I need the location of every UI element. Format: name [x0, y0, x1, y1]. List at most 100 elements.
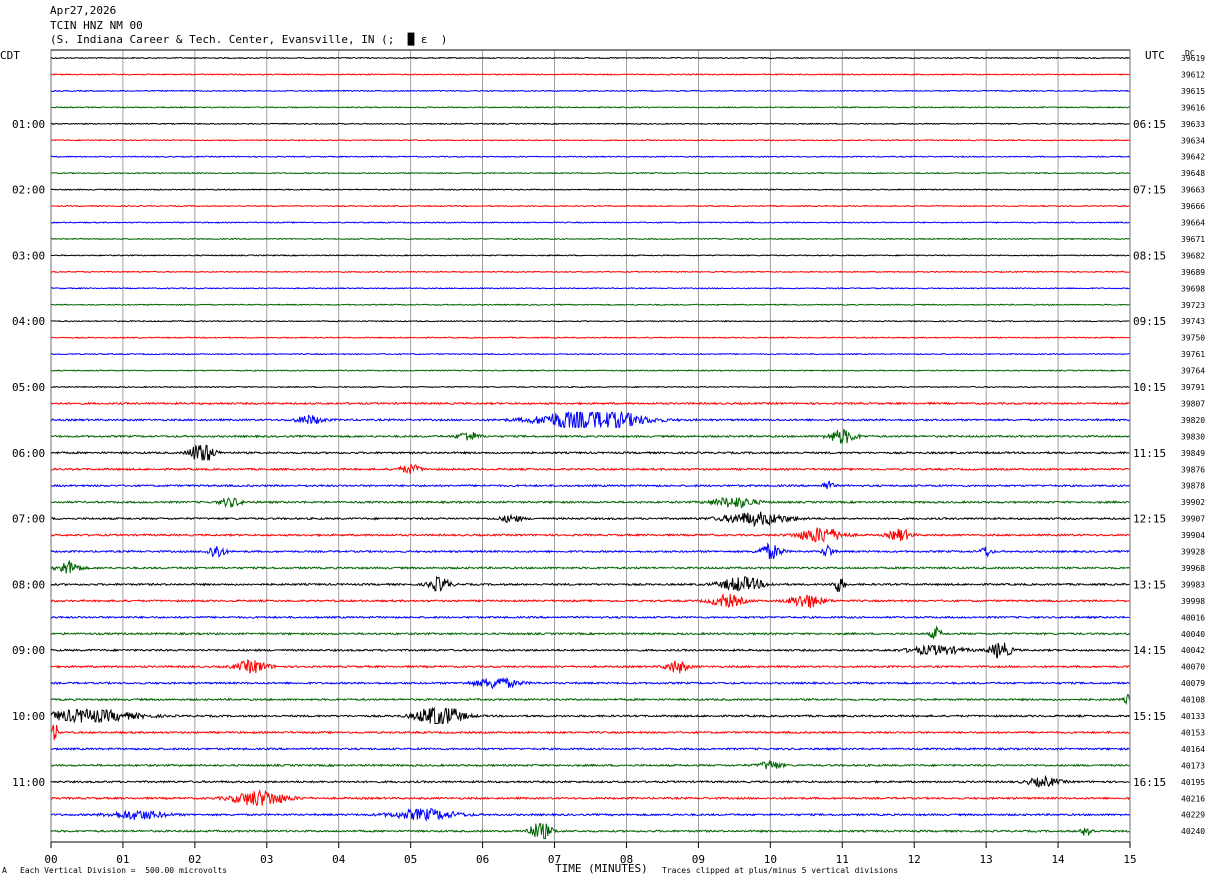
trace-line: [50, 807, 1130, 822]
utc-time-label: 07:15: [1133, 184, 1166, 197]
trace-line: [50, 221, 1130, 224]
dc-value: 39689: [1181, 268, 1205, 277]
trace-line: [50, 724, 1130, 741]
trace-line: [50, 464, 1130, 474]
trace-line: [50, 593, 1130, 609]
trace-line: [50, 746, 1130, 751]
dc-value: 39876: [1181, 465, 1205, 474]
trace-line: [50, 352, 1130, 356]
dc-value: 39807: [1181, 399, 1205, 408]
cdt-time-label: 09:00: [12, 644, 45, 657]
trace-line: [50, 642, 1130, 659]
dc-value: 39791: [1181, 383, 1205, 392]
cdt-time-label: 04:00: [12, 315, 45, 328]
trace-line: [50, 336, 1130, 339]
trace-line: [50, 56, 1130, 60]
trace-line: [50, 270, 1130, 274]
trace-line: [50, 676, 1130, 690]
dc-value: 39682: [1181, 251, 1205, 260]
utc-time-label: 08:15: [1133, 249, 1166, 262]
x-tick-label: 14: [1051, 853, 1065, 866]
trace-line: [50, 138, 1130, 142]
trace-line: [50, 560, 1130, 574]
trace-line: [50, 369, 1130, 372]
cdt-time-label: 03:00: [12, 249, 45, 262]
trace-line: [50, 303, 1130, 307]
utc-time-label: 16:15: [1133, 776, 1166, 789]
utc-time-label: 11:15: [1133, 447, 1166, 460]
dc-value: 39671: [1181, 235, 1205, 244]
trace-line: [50, 286, 1130, 290]
dc-value: 39907: [1181, 515, 1205, 524]
x-tick-label: 08: [620, 853, 633, 866]
trace-line: [50, 625, 1130, 640]
clip-note: Traces clipped at plus/minus 5 vertical …: [662, 866, 899, 875]
dc-value: 40195: [1181, 778, 1205, 787]
dc-value: 39723: [1181, 301, 1205, 310]
utc-time-label: 15:15: [1133, 710, 1166, 723]
dc-value: 39642: [1181, 153, 1205, 162]
x-tick-label: 09: [692, 853, 705, 866]
dc-value: 39830: [1181, 432, 1205, 441]
dc-value: 40133: [1181, 712, 1205, 721]
x-tick-label: 07: [548, 853, 561, 866]
x-tick-label: 06: [476, 853, 489, 866]
x-tick-label: 02: [188, 853, 201, 866]
right-timezone-label: UTC: [1145, 49, 1165, 62]
dc-value: 40070: [1181, 663, 1205, 672]
dc-value: 39634: [1181, 136, 1205, 145]
cdt-time-label: 06:00: [12, 447, 45, 460]
cdt-time-label: 08:00: [12, 578, 45, 591]
dc-value: 39820: [1181, 416, 1205, 425]
dc-value: 39849: [1181, 449, 1205, 458]
trace-line: [50, 106, 1130, 109]
dc-value: 39764: [1181, 367, 1205, 376]
dc-value: 40240: [1181, 827, 1205, 836]
dc-value: 40229: [1181, 811, 1205, 820]
dc-value: 40042: [1181, 646, 1205, 655]
corner-mark: A: [2, 866, 7, 875]
dc-value: 39664: [1181, 219, 1205, 228]
trace-line: [50, 823, 1130, 840]
dc-value: 39904: [1181, 531, 1205, 540]
utc-time-label: 14:15: [1133, 644, 1166, 657]
x-tick-label: 10: [764, 853, 777, 866]
trace-line: [50, 155, 1130, 158]
trace-line: [50, 254, 1130, 257]
trace-line: [50, 319, 1130, 323]
dc-value: 40173: [1181, 761, 1205, 770]
dc-value: 39666: [1181, 202, 1205, 211]
trace-line: [50, 615, 1130, 620]
utc-time-label: 12:15: [1133, 513, 1166, 526]
dc-value: 39983: [1181, 580, 1205, 589]
x-tick-label: 05: [404, 853, 417, 866]
utc-time-label: 10:15: [1133, 381, 1166, 394]
trace-line: [50, 706, 1130, 724]
utc-time-label: 09:15: [1133, 315, 1166, 328]
trace-line: [50, 759, 1130, 770]
trace-line: [50, 658, 1130, 674]
dc-value: 39619: [1181, 54, 1205, 63]
dc-value: 39928: [1181, 548, 1205, 557]
dc-value: 39998: [1181, 597, 1205, 606]
dc-value: 40164: [1181, 745, 1205, 754]
dc-value: 39663: [1181, 186, 1205, 195]
dc-value: 39750: [1181, 334, 1205, 343]
trace-line: [50, 73, 1130, 76]
trace-line: [50, 774, 1130, 788]
x-tick-label: 13: [980, 853, 993, 866]
trace-line: [50, 410, 1130, 429]
x-tick-label: 15: [1123, 853, 1136, 866]
trace-line: [50, 122, 1130, 126]
trace-line: [50, 788, 1130, 807]
dc-value: 39878: [1181, 482, 1205, 491]
cdt-time-label: 02:00: [12, 184, 45, 197]
trace-line: [50, 497, 1130, 509]
cdt-time-label: 05:00: [12, 381, 45, 394]
trace-line: [50, 237, 1130, 241]
trace-line: [50, 527, 1130, 543]
dc-value: 40079: [1181, 679, 1205, 688]
dc-value: 39615: [1181, 87, 1205, 96]
dc-value: 40016: [1181, 613, 1205, 622]
trace-line: [50, 444, 1130, 461]
